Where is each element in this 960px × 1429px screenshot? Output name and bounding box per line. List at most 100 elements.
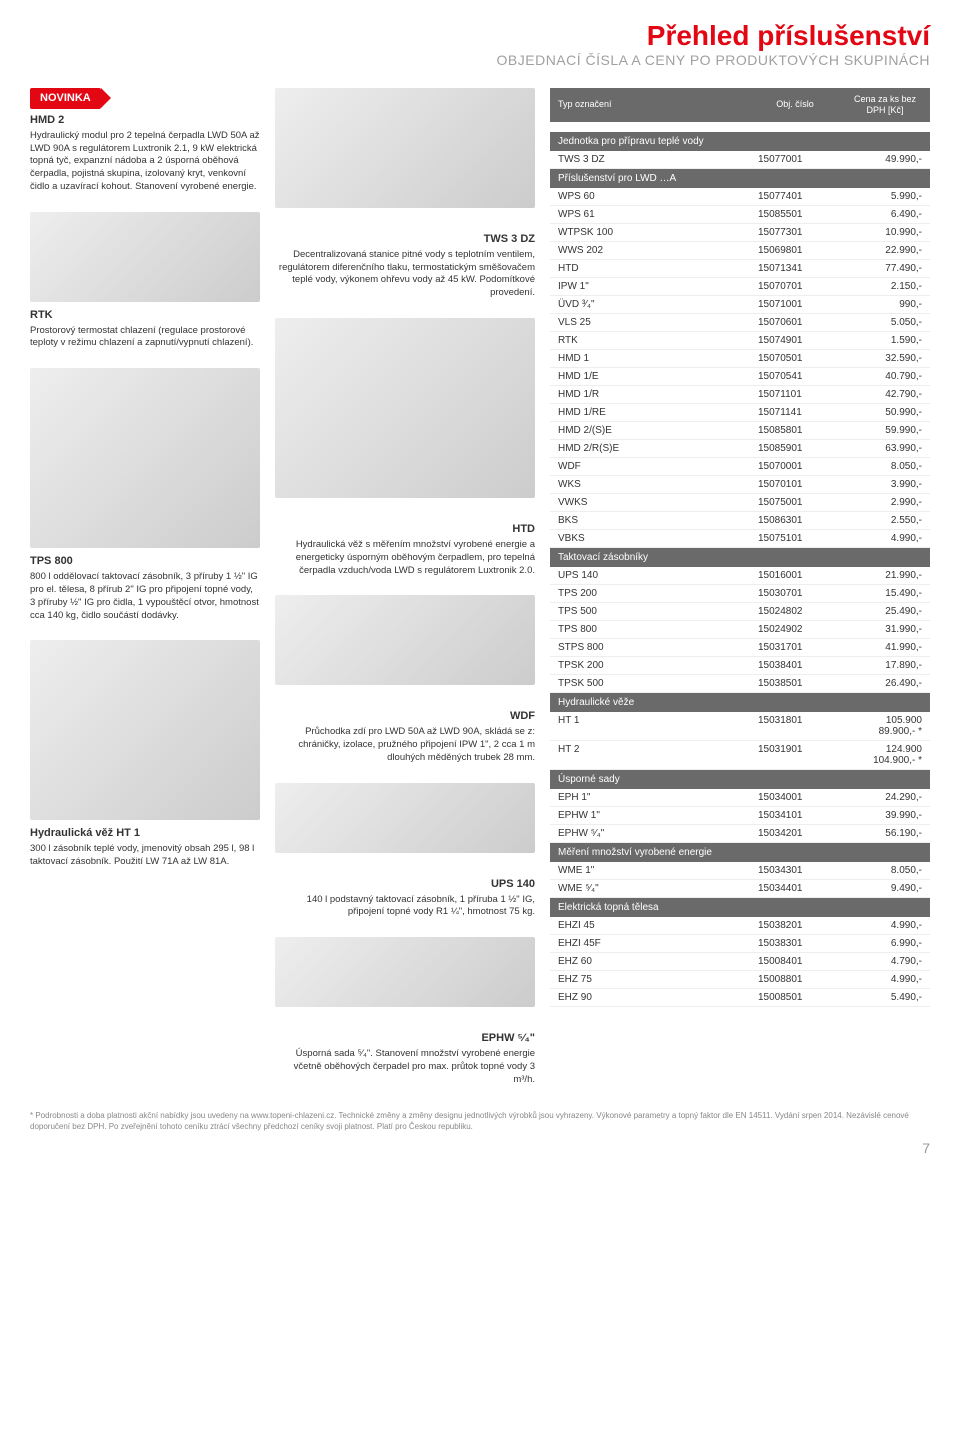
cell-type: HMD 1/E [550, 368, 750, 385]
th-objcislo: Obj. číslo [750, 93, 840, 116]
th-type: Typ označení [550, 93, 750, 116]
cell-price: 6.990,- [840, 935, 930, 952]
cell-type: EHZ 75 [550, 971, 750, 988]
product-hmd2: NOVINKA HMD 2 Hydraulický modul pro 2 te… [30, 88, 260, 194]
section-header: Hydraulické věže [550, 693, 930, 712]
prod-text-tps800: 800 l oddělovací taktovací zásobník, 3 p… [30, 571, 260, 622]
cell-type: HT 2 [550, 741, 750, 769]
cell-price: 63.990,- [840, 440, 930, 457]
page-number: 7 [30, 1140, 930, 1156]
prod-text-rtk: Prostorový termostat chlazení (regulace … [30, 325, 260, 351]
cell-price: 10.990,- [840, 224, 930, 241]
cell-obj: 15038201 [750, 917, 840, 934]
table-row: WME ⁵⁄₄"150344019.490,- [550, 880, 930, 898]
cell-obj: 15038401 [750, 657, 840, 674]
cell-obj: 15077301 [750, 224, 840, 241]
cell-price: 24.290,- [840, 789, 930, 806]
prod-text-htd: Hydraulická věž s měřením množství vyrob… [275, 539, 535, 577]
cell-price: 6.490,- [840, 206, 930, 223]
table-row: WME 1"150343018.050,- [550, 862, 930, 880]
product-htd: HTD Hydraulická věž s měřením množství v… [275, 522, 535, 577]
cell-price: 2.150,- [840, 278, 930, 295]
cell-type: EHZ 60 [550, 953, 750, 970]
table-row: BKS150863012.550,- [550, 512, 930, 530]
cell-obj: 15038301 [750, 935, 840, 952]
cell-obj: 15071001 [750, 296, 840, 313]
cell-type: STPS 800 [550, 639, 750, 656]
cell-obj: 15077001 [750, 151, 840, 168]
cell-obj: 15070701 [750, 278, 840, 295]
cell-obj: 15071141 [750, 404, 840, 421]
table-row: EHZ 90150085015.490,- [550, 989, 930, 1007]
table-row: HTD1507134177.490,- [550, 260, 930, 278]
prod-img-htd [275, 318, 535, 498]
middle-column: TWS 3 DZ Decentralizovaná stanice pitné … [275, 88, 535, 1086]
cell-type: WWS 202 [550, 242, 750, 259]
prod-title-ht1: Hydraulická věž HT 1 [30, 826, 260, 841]
table-row: WPS 60150774015.990,- [550, 188, 930, 206]
prod-img-ups140b [275, 937, 535, 1007]
cell-price: 42.790,- [840, 386, 930, 403]
cell-type: EPHW 1" [550, 807, 750, 824]
cell-obj: 15024802 [750, 603, 840, 620]
cell-obj: 15071101 [750, 386, 840, 403]
cell-obj: 15086301 [750, 512, 840, 529]
cell-obj: 15024902 [750, 621, 840, 638]
cell-obj: 15034401 [750, 880, 840, 897]
cell-obj: 15034301 [750, 862, 840, 879]
prod-text-ephw: Úsporná sada ⁵⁄₄". Stanovení množství vy… [275, 1048, 535, 1086]
table-row: EPHW 1"1503410139.990,- [550, 807, 930, 825]
table-row: WKS150701013.990,- [550, 476, 930, 494]
product-ephw: EPHW ⁵⁄₄" Úsporná sada ⁵⁄₄". Stanovení m… [275, 1031, 535, 1086]
cell-obj: 15008401 [750, 953, 840, 970]
prod-title-tps800: TPS 800 [30, 554, 260, 569]
section-header: Měření množství vyrobené energie [550, 843, 930, 862]
cell-price: 5.990,- [840, 188, 930, 205]
cell-obj: 15031901 [750, 741, 840, 769]
cell-type: HMD 2/R(S)E [550, 440, 750, 457]
table-row: UPS 1401501600121.990,- [550, 567, 930, 585]
footnote: * Podrobnosti a doba platnosti akční nab… [30, 1111, 930, 1132]
cell-obj: 15008501 [750, 989, 840, 1006]
section-header: Elektrická topná tělesa [550, 898, 930, 917]
table-row: TPS 8001502490231.990,- [550, 621, 930, 639]
page-title: Přehled příslušenství [30, 20, 930, 52]
cell-type: EHZ 90 [550, 989, 750, 1006]
cell-type: IPW 1" [550, 278, 750, 295]
cell-obj: 15034101 [750, 807, 840, 824]
prod-text-wdf: Průchodka zdí pro LWD 50A až LWD 90A, sk… [275, 726, 535, 764]
table-row: TPSK 2001503840117.890,- [550, 657, 930, 675]
cell-price: 25.490,- [840, 603, 930, 620]
cell-type: ÜVD ³⁄₄" [550, 296, 750, 313]
cell-price: 5.490,- [840, 989, 930, 1006]
cell-obj: 15034201 [750, 825, 840, 842]
cell-type: HMD 2/(S)E [550, 422, 750, 439]
cell-type: EPH 1" [550, 789, 750, 806]
cell-type: HMD 1/R [550, 386, 750, 403]
cell-price: 17.890,- [840, 657, 930, 674]
cell-type: EHZI 45F [550, 935, 750, 952]
cell-price: 22.990,- [840, 242, 930, 259]
table-row: WDF150700018.050,- [550, 458, 930, 476]
table-row: HMD 2/R(S)E1508590163.990,- [550, 440, 930, 458]
table-row: EHZ 60150084014.790,- [550, 953, 930, 971]
cell-type: HT 1 [550, 712, 750, 740]
cell-type: TPS 200 [550, 585, 750, 602]
product-ups140: UPS 140 140 l podstavný taktovací zásobn… [275, 877, 535, 919]
cell-obj: 15085901 [750, 440, 840, 457]
table-row: WTPSK 1001507730110.990,- [550, 224, 930, 242]
cell-price: 8.050,- [840, 458, 930, 475]
prod-title-htd: HTD [275, 522, 535, 537]
prod-title-hmd2: HMD 2 [30, 113, 260, 128]
cell-price: 41.990,- [840, 639, 930, 656]
cell-price: 8.050,- [840, 862, 930, 879]
cell-price: 1.590,- [840, 332, 930, 349]
table-row: HMD 11507050132.590,- [550, 350, 930, 368]
table-row: TPSK 5001503850126.490,- [550, 675, 930, 693]
table-row: VLS 25150706015.050,- [550, 314, 930, 332]
cell-price: 105.900 89.900,- * [840, 712, 930, 740]
table-row: IPW 1"150707012.150,- [550, 278, 930, 296]
cell-obj: 15075001 [750, 494, 840, 511]
cell-obj: 15070601 [750, 314, 840, 331]
cell-type: WME ⁵⁄₄" [550, 880, 750, 897]
